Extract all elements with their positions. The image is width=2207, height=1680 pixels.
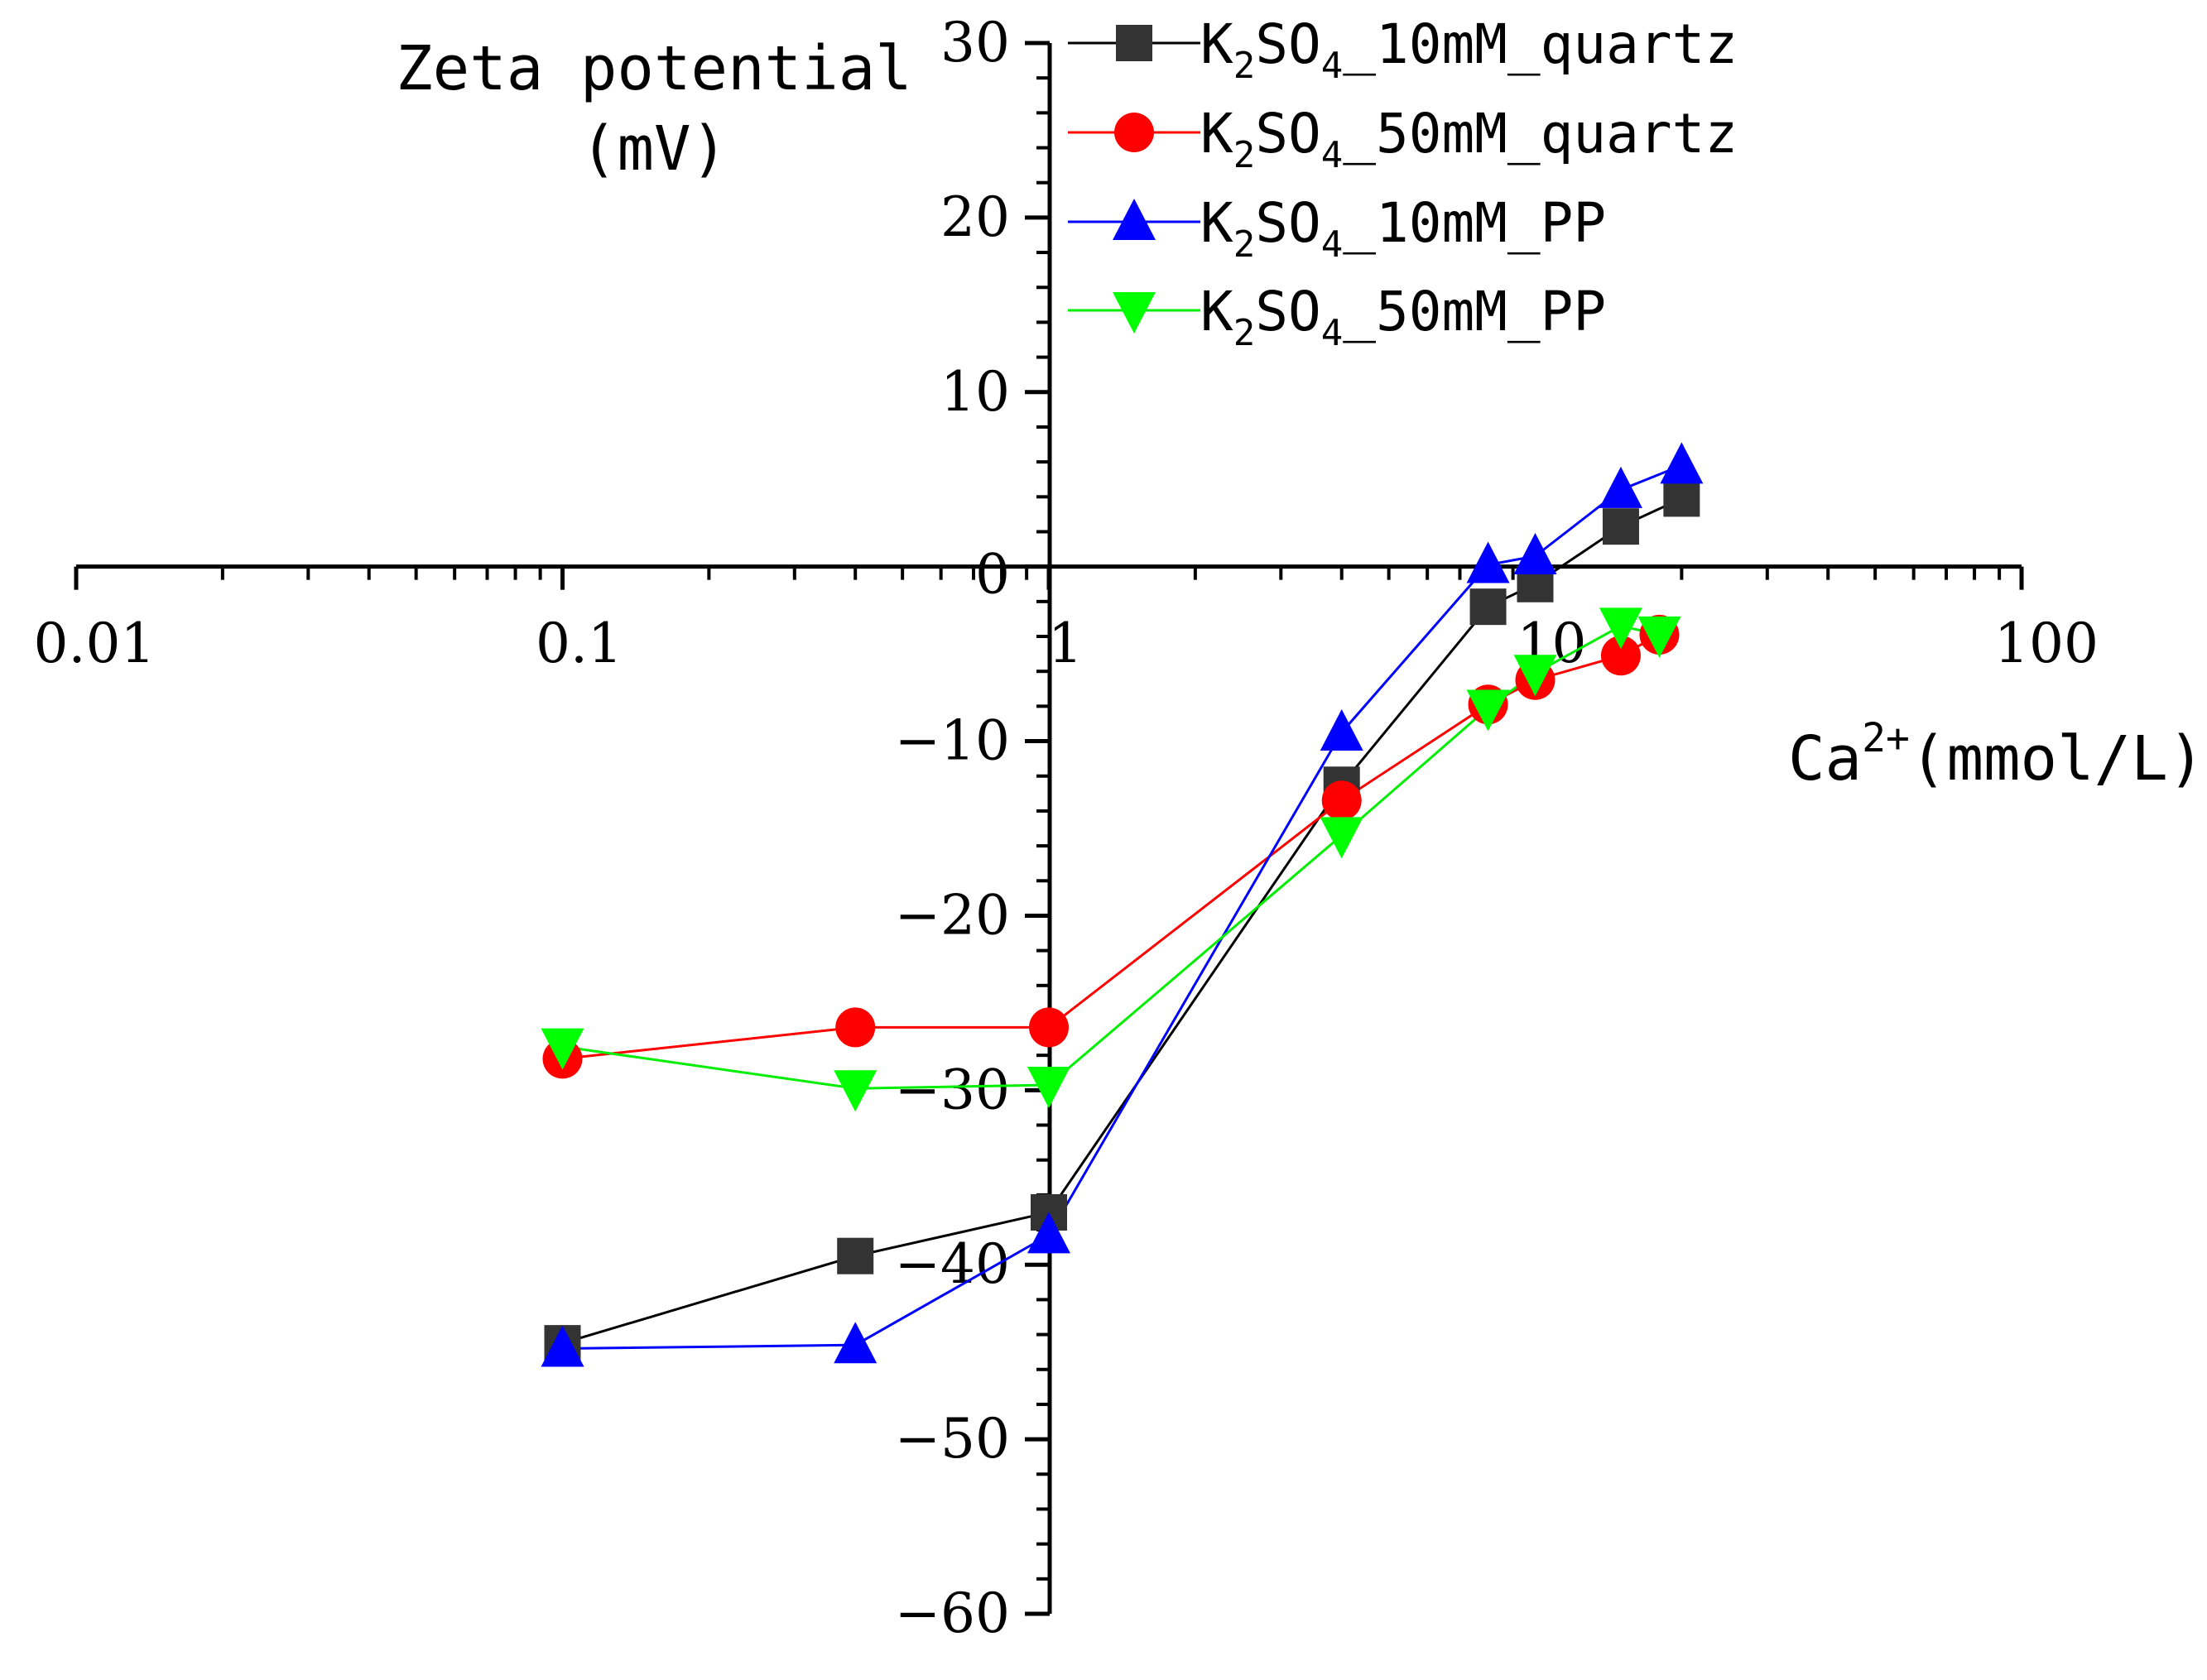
legend-label: K2SO4_50mM_quartz — [1200, 102, 1738, 176]
data-point-series-2 — [835, 1007, 876, 1048]
data-point-series-3 — [1660, 442, 1704, 484]
data-point-series-4 — [1637, 616, 1681, 658]
data-point-series-1 — [1663, 480, 1700, 517]
legend-label: K2SO4_10mM_quartz — [1200, 12, 1738, 87]
data-point-series-4 — [1027, 1067, 1070, 1109]
y-tick-label: 30 — [940, 11, 1010, 74]
data-point-series-3 — [1599, 466, 1642, 508]
x-axis-title-unit: (mmol/L) — [1910, 723, 2205, 794]
data-point-series-3 — [834, 1322, 878, 1364]
y-tick-label: 10 — [940, 360, 1010, 424]
x-axis-title-superscript: 2+ — [1862, 715, 1910, 761]
data-point-series-3 — [1466, 541, 1510, 583]
y-tick-label: 20 — [940, 185, 1010, 249]
y-tick-label: −10 — [895, 709, 1010, 773]
data-point-series-4 — [1320, 817, 1363, 859]
legend-label: K2SO4_10mM_PP — [1200, 191, 1606, 266]
data-point-series-2 — [1321, 780, 1362, 821]
data-point-series-1 — [837, 1237, 874, 1274]
y-tick-label: 0 — [975, 543, 1010, 607]
data-point-series-4 — [541, 1028, 584, 1070]
tick-marks — [74, 41, 2024, 1616]
legend-marker — [1116, 25, 1152, 61]
x-tick-label: 0.01 — [34, 612, 156, 675]
x-axis-title: Ca2+(mmol/L) — [1788, 715, 2205, 794]
series-markers — [541, 442, 1704, 1367]
legend-label: K2SO4_50mM_PP — [1200, 280, 1606, 354]
data-point-series-1 — [1602, 508, 1639, 545]
x-tick-label: 0.1 — [536, 612, 623, 675]
data-point-series-3 — [541, 1325, 584, 1367]
data-point-series-2 — [1029, 1007, 1069, 1048]
data-point-series-4 — [1599, 607, 1642, 650]
y-tick-label: −60 — [895, 1582, 1010, 1645]
x-axis-title-base: Ca — [1788, 723, 1862, 794]
y-axis-title-line2: (mV) — [580, 113, 728, 185]
data-point-series-4 — [834, 1070, 878, 1112]
data-point-series-4 — [1513, 655, 1557, 697]
x-tick-label: 1 — [1048, 612, 1083, 675]
data-point-series-3 — [1513, 533, 1557, 575]
y-tick-label: −20 — [895, 883, 1010, 947]
x-tick-label: 100 — [1994, 612, 2099, 675]
y-tick-label: −30 — [895, 1058, 1010, 1121]
data-point-series-3 — [1027, 1212, 1070, 1254]
legend-marker — [1113, 292, 1156, 334]
y-axis-title-line1: Zeta potential — [396, 33, 912, 104]
series-line-4 — [562, 624, 1660, 1090]
legend-marker — [1113, 199, 1156, 240]
data-point-series-1 — [1469, 588, 1507, 626]
data-point-series-2 — [1600, 636, 1641, 676]
legend: K2SO4_10mM_quartz K2SO4_50mM_quartz K2SO4_… — [1068, 12, 1738, 354]
data-point-series-4 — [1466, 689, 1510, 732]
data-point-series-3 — [1320, 709, 1363, 751]
y-tick-label: −50 — [895, 1407, 1010, 1471]
legend-marker — [1114, 113, 1154, 152]
